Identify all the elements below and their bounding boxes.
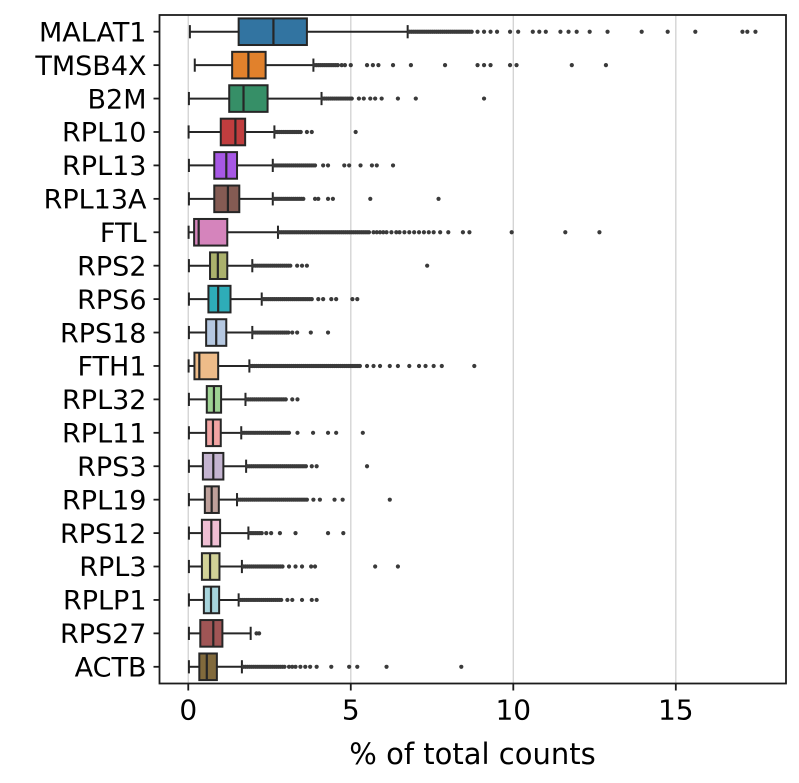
boxplot-row-tmsb4x <box>193 50 609 80</box>
y-tick-label: RPS6 <box>77 285 146 316</box>
outliers <box>247 530 346 536</box>
y-tick-label: RPL13 <box>62 151 146 182</box>
boxplot-row-rpl32 <box>187 385 300 414</box>
boxplot-row-ftl <box>187 217 602 247</box>
x-tick-label: 15 <box>658 694 694 727</box>
outliers <box>245 464 370 469</box>
boxplot-row-rps12 <box>187 518 346 548</box>
outliers <box>236 497 392 502</box>
outliers <box>241 564 401 569</box>
x-tick-label: 5 <box>342 694 360 727</box>
outliers <box>251 263 430 268</box>
outliers <box>273 129 358 135</box>
y-tick-label: RPS12 <box>60 519 147 550</box>
y-tick-label: RPL3 <box>79 552 146 583</box>
y-tick-label: RPL32 <box>62 385 146 416</box>
boxplot-row-rps6 <box>187 284 360 314</box>
y-tick-label: RPS27 <box>60 619 147 650</box>
y-tick-label: TMSB4X <box>34 51 146 82</box>
boxplot-row-rps18 <box>187 318 331 347</box>
boxplot-row-rpl3 <box>187 552 401 581</box>
outliers <box>240 430 365 435</box>
outliers <box>254 631 262 636</box>
y-tick-label: RPL10 <box>62 118 146 149</box>
outliers <box>277 230 602 235</box>
x-axis: 0 5 10 15 <box>179 683 694 727</box>
box <box>207 284 232 314</box>
boxplot-row-b2m <box>187 84 487 113</box>
box <box>198 652 218 682</box>
outliers <box>241 664 464 669</box>
outliers <box>248 363 477 369</box>
boxplot-row-rpl19 <box>187 485 392 514</box>
boxplot-row-fth1 <box>187 351 477 381</box>
outliers <box>251 330 331 335</box>
y-tick-label: B2M <box>88 84 147 115</box>
outliers <box>407 29 758 34</box>
outliers <box>271 196 441 201</box>
x-tick-label: 0 <box>179 694 197 727</box>
boxplot-rows <box>187 17 758 682</box>
outliers <box>238 597 319 603</box>
gridlines <box>187 15 677 684</box>
outliers <box>320 96 487 101</box>
x-tick-label: 10 <box>495 694 531 727</box>
x-axis-label: % of total counts <box>349 737 595 771</box>
boxplot-row-rplp1 <box>187 585 319 615</box>
boxplot-row-rpl10 <box>187 117 358 147</box>
y-tick-label: RPS18 <box>60 318 147 349</box>
boxplot-row-malat1 <box>188 17 758 47</box>
outliers <box>260 297 360 302</box>
boxplot-row-actb <box>187 652 464 682</box>
y-tick-label: MALAT1 <box>39 17 146 48</box>
outliers <box>271 163 396 168</box>
y-tick-label: RPS2 <box>77 251 146 282</box>
y-tick-label: RPL19 <box>62 485 146 516</box>
box <box>193 351 220 381</box>
boxplot-row-rpl11 <box>187 418 365 448</box>
boxplot-row-rps3 <box>187 451 370 481</box>
boxplot-row-rps27 <box>187 619 262 648</box>
outliers <box>312 63 609 68</box>
y-tick-label: FTL <box>100 218 147 249</box>
box <box>213 184 241 214</box>
y-tick-label: ACTB <box>75 653 147 684</box>
boxplot-row-rps2 <box>187 251 430 280</box>
y-tick-label: RPS3 <box>77 452 146 483</box>
y-tick-label: FTH1 <box>77 352 146 383</box>
y-tick-label: RPL13A <box>44 185 147 216</box>
box <box>219 117 247 147</box>
boxplot-row-rpl13a <box>187 184 441 214</box>
outliers <box>244 397 300 402</box>
box <box>228 84 269 113</box>
y-tick-label: RPL11 <box>62 419 146 450</box>
boxplot-row-rpl13 <box>187 151 396 180</box>
plot-frame <box>158 14 787 685</box>
box <box>199 619 224 648</box>
y-tick-label: RPLP1 <box>63 586 147 617</box>
y-axis: MALAT1TMSB4XB2MRPL10RPL13RPL13AFTLRPS2RP… <box>34 17 160 684</box>
